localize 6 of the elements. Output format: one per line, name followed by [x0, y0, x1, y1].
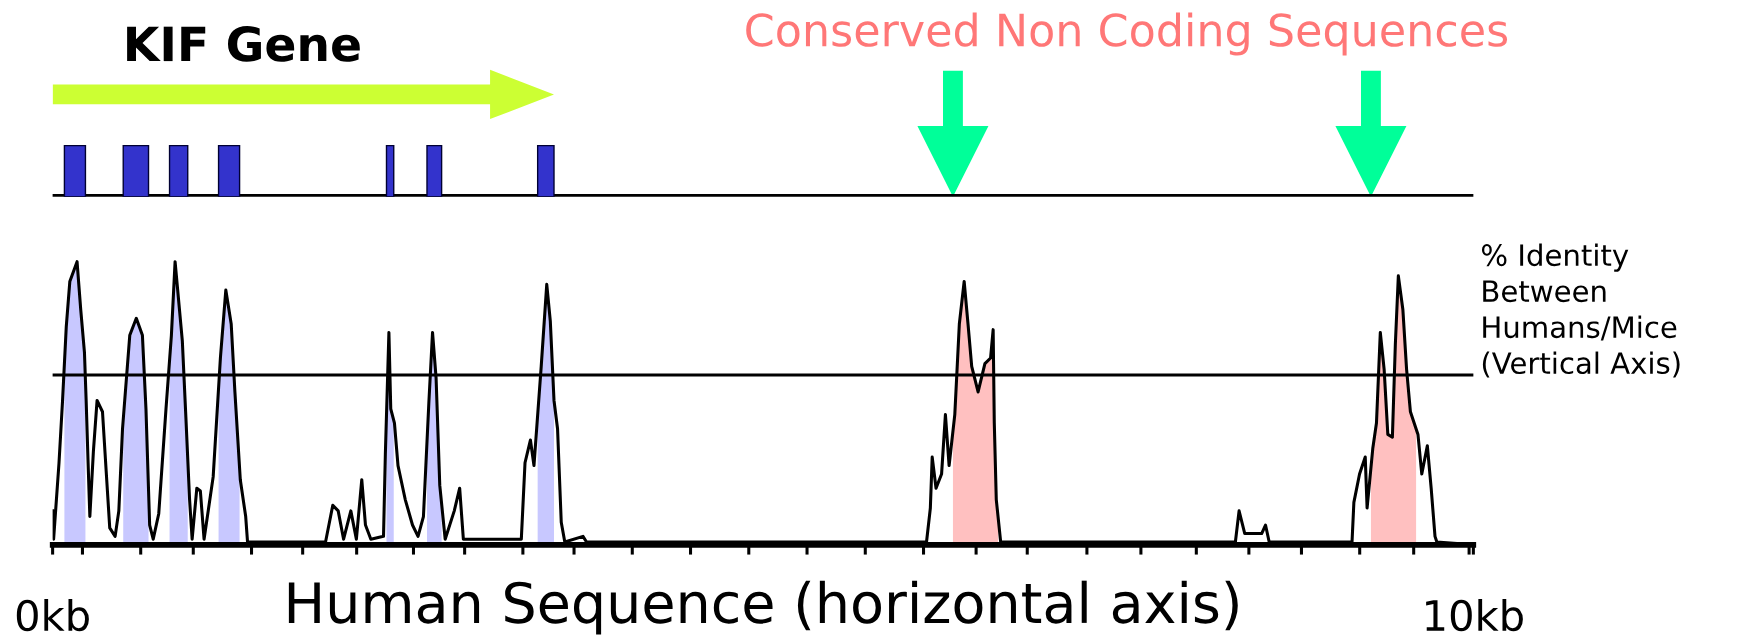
text: KIF Gene: [127, 26, 360, 62]
text: Conserved Non Coding Sequences: [746, 12, 1508, 56]
x-tick-label: 10kb: [1426, 599, 1523, 632]
x-axis-title: Human Sequence (horizontal axis): [288, 580, 1238, 635]
y-axis-title: % Identity Between Humans/Mice (Vertical Axis): [1481, 243, 1680, 378]
x-tick-label: 0kb: [16, 599, 89, 632]
